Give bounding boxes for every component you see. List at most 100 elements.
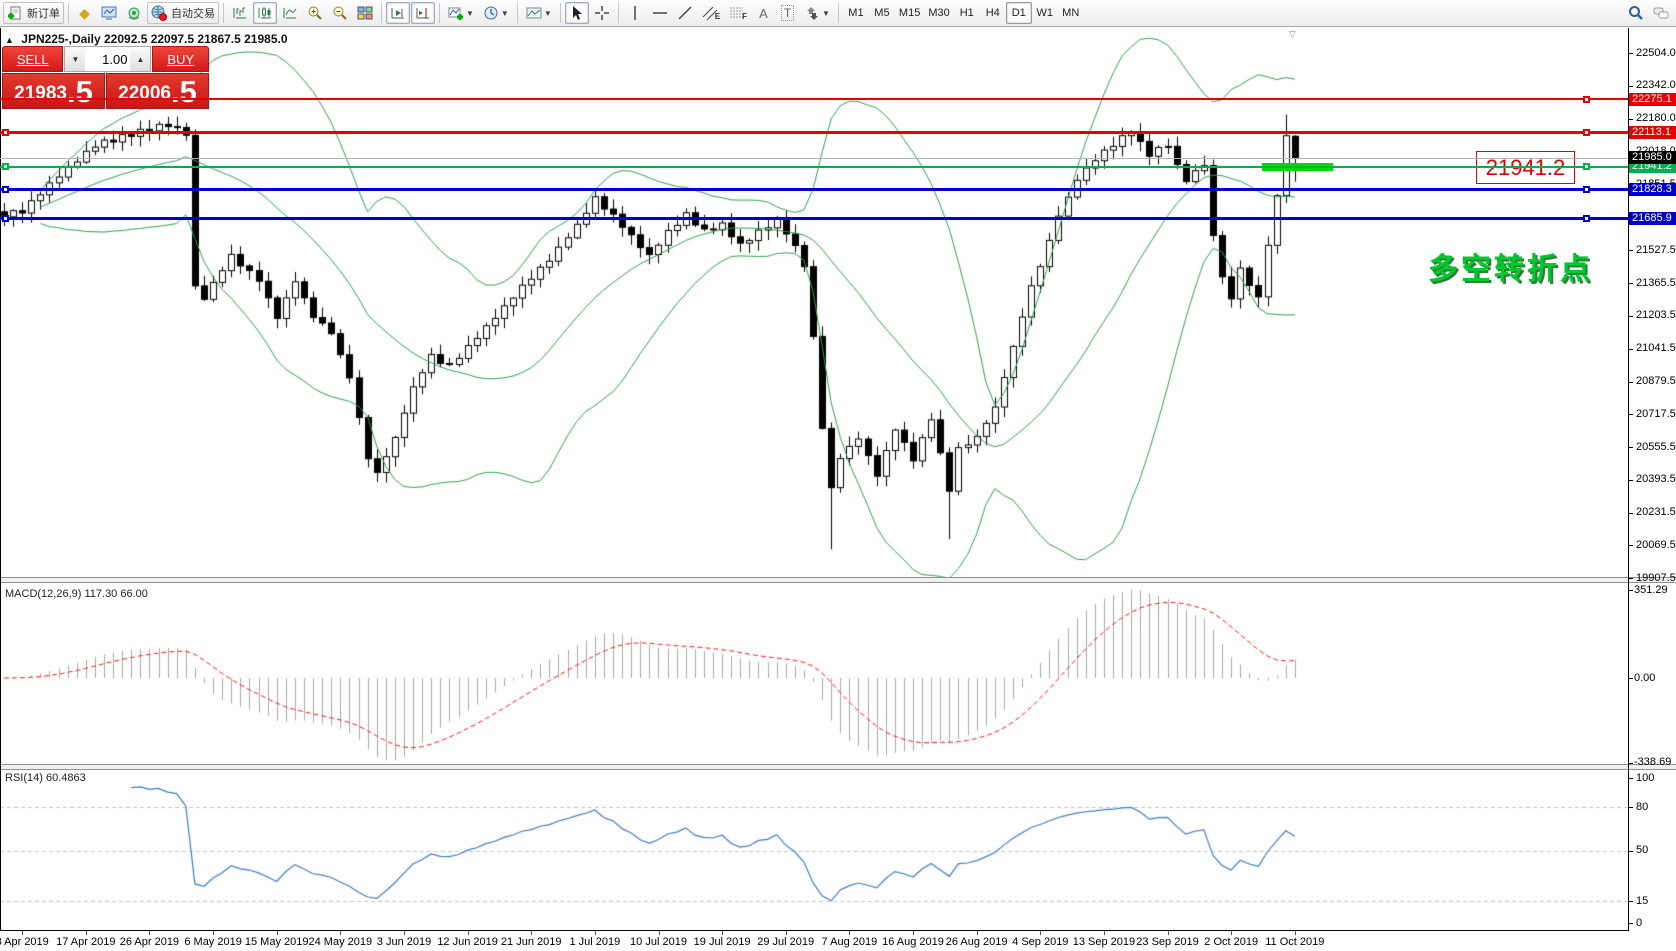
macd-axis-label: -338.69: [1634, 756, 1672, 769]
timeframe-mn[interactable]: MN: [1062, 7, 1080, 19]
date-axis-tick: [722, 931, 724, 935]
sell-button[interactable]: SELL: [2, 46, 64, 72]
navigator-button[interactable]: [122, 2, 146, 24]
rsi-axis-tick: [1628, 923, 1633, 924]
cursor-button[interactable]: [564, 2, 589, 24]
macd-indicator-label: MACD(12,26,9) 117.30 66.00: [5, 588, 148, 600]
timeframe-w1[interactable]: W1: [1036, 7, 1053, 19]
price-axis-label: 20879.5: [1636, 375, 1676, 387]
candlestick-icon: [258, 7, 271, 19]
horizontal-line-22113.1[interactable]: [0, 130, 1628, 134]
date-axis-tick: [1294, 931, 1296, 935]
line-handle[interactable]: [1583, 95, 1590, 103]
date-axis-tick: [1167, 931, 1169, 935]
one-click-trade-panel: SELL ▼ ▲ BUY 21983 .5 22006 .5: [2, 46, 209, 109]
fibonacci-button[interactable]: F: [725, 2, 751, 24]
line-handle[interactable]: [2, 128, 9, 136]
horizontal-line-21941.2[interactable]: [0, 165, 1628, 168]
pane-separator[interactable]: [0, 577, 1676, 583]
text-button[interactable]: A: [752, 2, 775, 24]
volume-decrease-button[interactable]: ▼: [65, 47, 86, 71]
bar-chart-button[interactable]: [228, 2, 252, 24]
line-handle[interactable]: [2, 214, 9, 222]
line-chart-button[interactable]: [278, 2, 302, 24]
new-order-button[interactable]: 新订单: [3, 2, 64, 24]
price-axis-tick: [1628, 315, 1633, 317]
add-indicator-icon: [448, 7, 463, 20]
volume-input[interactable]: [85, 47, 131, 71]
template-button[interactable]: ▼: [522, 2, 556, 24]
market-watch-button[interactable]: ◆: [73, 2, 96, 24]
horizontal-line-button[interactable]: [648, 2, 672, 24]
dropdown-caret: ▼: [543, 8, 552, 18]
label-tool-label: T: [780, 5, 795, 21]
chat-icon: [1653, 7, 1669, 19]
chat-button[interactable]: [1649, 2, 1673, 24]
search-button[interactable]: [1624, 2, 1648, 24]
crosshair-button[interactable]: [590, 2, 614, 24]
chart-symbol-period: JPN225-,Daily: [21, 32, 101, 46]
timeframe-m5[interactable]: M5: [874, 7, 890, 19]
timeframe-h4[interactable]: H4: [985, 7, 1000, 19]
macd-axis-tick: [1628, 590, 1633, 591]
fibonacci-icon: [730, 7, 744, 18]
timeframe-d1[interactable]: D1: [1005, 2, 1032, 24]
period-button[interactable]: ▼: [479, 2, 513, 24]
line-handle[interactable]: [1583, 163, 1590, 171]
chart-left-border: [0, 28, 1, 931]
timeframe-h1[interactable]: H1: [959, 7, 974, 19]
price-axis-tick: [1628, 414, 1633, 416]
line-handle[interactable]: [1583, 186, 1590, 194]
autotrade-button[interactable]: 自动交易: [147, 2, 219, 24]
candlestick-button[interactable]: [253, 2, 277, 24]
horizontal-line-21685.9[interactable]: [0, 216, 1628, 220]
price-axis-label: 21365.5: [1636, 276, 1676, 289]
equidistant-channel-button[interactable]: E: [698, 2, 724, 24]
toolbar: 新订单 ◆ 自动交易 ▼ ▼ ▼ E F A T ▼: [0, 0, 1676, 27]
price-axis-tick: [1628, 545, 1633, 547]
chart-shift-button[interactable]: [411, 2, 435, 24]
timeframe-bar: M1 M5 M15 M30 H1 H4 D1 W1 MN: [843, 2, 1084, 24]
vertical-line-button[interactable]: [623, 2, 647, 24]
horizontal-line-21828.3[interactable]: [0, 188, 1628, 192]
toolbar-separator: [516, 3, 518, 23]
price-axis-label: 22504.0: [1636, 46, 1676, 59]
trendline-button[interactable]: [673, 2, 697, 24]
price-axis-label: 21041.5: [1636, 342, 1676, 355]
data-window-icon: [101, 6, 117, 20]
rsi-axis-tick: [1628, 901, 1633, 903]
new-order-icon: [8, 6, 21, 20]
date-axis-tick: [849, 931, 851, 935]
arrows-button[interactable]: ▼: [800, 2, 834, 24]
date-axis-label: 11 Oct 2019: [1265, 936, 1325, 948]
equidistant-channel-icon: [702, 6, 718, 21]
zoom-in-button[interactable]: [303, 2, 327, 24]
data-window-button[interactable]: [97, 2, 121, 24]
toolbar-separator: [381, 3, 382, 23]
timeframe-m30[interactable]: M30: [928, 7, 950, 19]
buy-button[interactable]: BUY: [152, 46, 209, 72]
text-label-button[interactable]: T: [776, 2, 799, 24]
template-icon: [526, 7, 542, 19]
line-handle[interactable]: [1583, 214, 1590, 222]
cursor-icon: [572, 6, 582, 20]
tile-windows-button[interactable]: [353, 2, 377, 24]
line-handle[interactable]: [2, 163, 9, 171]
macd-axis-tick: [1628, 762, 1633, 764]
volume-increase-button[interactable]: ▲: [130, 47, 151, 71]
timeframe-m1[interactable]: M1: [848, 7, 864, 19]
chinese-annotation-text[interactable]: 多空转折点: [1428, 253, 1593, 286]
horizontal-line-22275.1[interactable]: [0, 98, 1628, 101]
line-handle[interactable]: [1583, 128, 1590, 136]
date-axis-label: 24 May 2019: [308, 936, 373, 948]
add-indicator-button[interactable]: ▼: [444, 2, 478, 24]
date-axis-label: 8 Apr 2019: [0, 936, 49, 948]
vertical-line-icon: [634, 6, 636, 20]
zoom-out-button[interactable]: [328, 2, 352, 24]
collapse-arrow[interactable]: ▲: [5, 35, 14, 45]
timeframe-m15[interactable]: M15: [898, 7, 921, 19]
pane-separator[interactable]: [0, 764, 1676, 770]
line-handle[interactable]: [2, 186, 9, 194]
auto-scroll-button[interactable]: [386, 2, 410, 24]
